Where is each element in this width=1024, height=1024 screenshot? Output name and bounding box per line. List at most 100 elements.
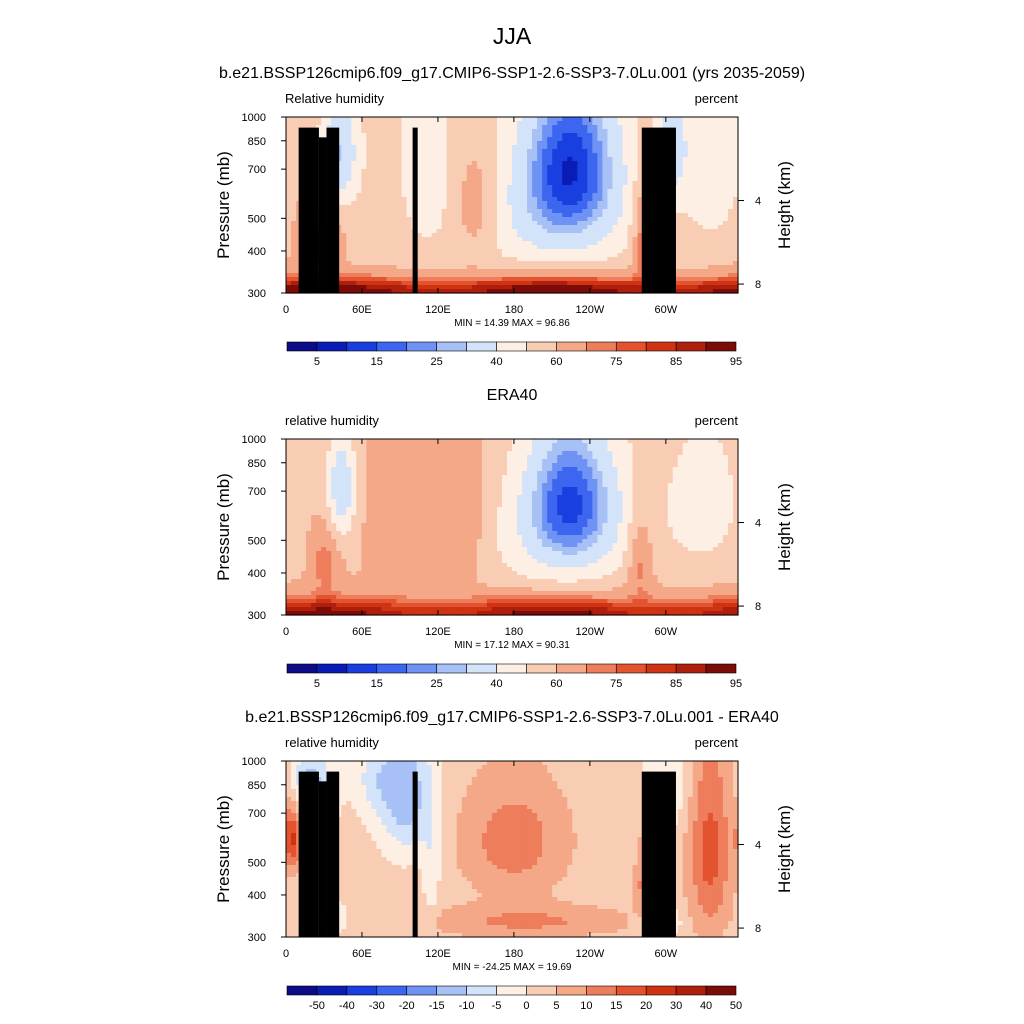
contour-cell xyxy=(577,471,583,476)
contour-cell xyxy=(732,161,739,166)
contour-cell xyxy=(687,153,694,158)
contour-cell xyxy=(421,439,428,444)
contour-cell xyxy=(456,459,463,464)
x-tick-label: 180 xyxy=(505,304,523,316)
contour-cell xyxy=(461,193,468,198)
contour-cell xyxy=(587,189,593,194)
contour-cell xyxy=(552,269,558,274)
contour-cell xyxy=(436,145,443,150)
contour-cell xyxy=(331,467,337,472)
contour-cell xyxy=(446,221,453,226)
contour-cell xyxy=(456,161,463,166)
contour-cell xyxy=(416,249,423,254)
contour-cell xyxy=(582,177,588,182)
contour-cell xyxy=(717,261,724,266)
contour-cell xyxy=(572,157,578,162)
contour-cell xyxy=(396,121,403,126)
contour-cell xyxy=(562,125,568,130)
contour-cell xyxy=(727,193,734,198)
contour-cell xyxy=(426,213,433,218)
contour-cell xyxy=(592,117,598,122)
contour-cell xyxy=(692,121,699,126)
contour-cell xyxy=(396,455,403,460)
contour-cell xyxy=(547,169,553,174)
contour-cell xyxy=(522,169,528,174)
contour-cell xyxy=(446,479,453,484)
contour-cell xyxy=(381,217,388,222)
contour-cell xyxy=(627,185,634,190)
contour-cell xyxy=(717,245,724,250)
contour-cell xyxy=(436,189,443,194)
contour-cell xyxy=(592,193,598,198)
y-tick-label: 700 xyxy=(248,164,266,176)
contour-cell xyxy=(391,201,398,206)
contour-cell xyxy=(351,257,357,262)
contour-cell xyxy=(552,253,558,258)
contour-cell xyxy=(567,217,573,222)
contour-cell xyxy=(491,225,498,230)
contour-cell xyxy=(592,205,598,210)
contour-cell xyxy=(431,165,438,170)
contour-cell xyxy=(401,447,408,452)
contour-cell xyxy=(517,237,523,242)
contour-cell xyxy=(617,285,624,290)
contour-cell xyxy=(612,149,619,154)
contour-cell xyxy=(306,443,312,448)
contour-cell xyxy=(577,149,583,154)
contour-cell xyxy=(527,273,533,278)
contour-cell xyxy=(341,133,347,138)
contour-cell xyxy=(717,173,724,178)
contour-cell xyxy=(632,233,639,238)
contour-cell xyxy=(416,213,423,218)
contour-cell xyxy=(692,273,699,278)
contour-cell xyxy=(677,289,684,294)
contour-cell xyxy=(717,157,724,162)
contour-cell xyxy=(496,121,503,126)
contour-cell xyxy=(692,185,699,190)
contour-cell xyxy=(481,209,488,214)
contour-cell xyxy=(371,217,377,222)
contour-cell xyxy=(396,201,403,206)
contour-cell xyxy=(647,125,654,130)
contour-cell xyxy=(517,137,523,142)
contour-cell xyxy=(727,161,734,166)
contour-cell xyxy=(376,153,383,158)
contour-cell xyxy=(396,261,403,266)
contour-cell xyxy=(366,221,372,226)
contour-cell xyxy=(391,257,398,262)
contour-cell xyxy=(682,475,689,480)
contour-cell xyxy=(311,459,317,464)
contour-cell xyxy=(632,289,639,294)
contour-cell xyxy=(456,269,463,274)
contour-cell xyxy=(562,233,568,238)
contour-cell xyxy=(401,281,408,286)
contour-cell xyxy=(441,281,448,286)
contour-cell xyxy=(707,273,714,278)
contour-cell xyxy=(632,117,639,122)
contour-cell xyxy=(612,213,619,218)
contour-cell xyxy=(491,217,498,222)
contour-cell xyxy=(501,157,508,162)
contour-cell xyxy=(446,153,453,158)
contour-cell xyxy=(486,265,493,270)
contour-cell xyxy=(587,197,593,202)
contour-cell xyxy=(491,241,498,246)
contour-cell xyxy=(607,181,614,186)
contour-cell xyxy=(471,173,478,178)
contour-cell xyxy=(667,451,674,456)
contour-cell xyxy=(677,467,684,472)
contour-cell xyxy=(637,145,644,150)
contour-cell xyxy=(727,467,734,472)
contour-cell xyxy=(366,439,372,444)
contour-cell xyxy=(316,467,322,472)
contour-cell xyxy=(527,229,533,234)
contour-cell xyxy=(441,237,448,242)
contour-cell xyxy=(376,467,383,472)
contour-cell xyxy=(567,229,573,234)
contour-cell xyxy=(466,145,473,150)
contour-cell xyxy=(582,193,588,198)
contour-cell xyxy=(506,149,513,154)
contour-cell xyxy=(697,253,704,258)
contour-cell xyxy=(692,169,699,174)
contour-cell xyxy=(547,451,553,456)
